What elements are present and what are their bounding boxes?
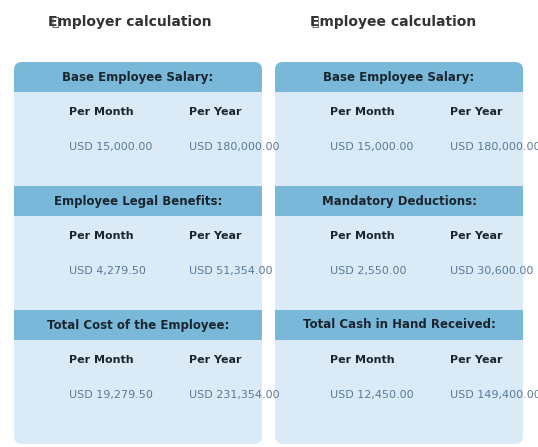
Text: Total Cost of the Employee:: Total Cost of the Employee: [47,319,229,332]
Text: Per Year: Per Year [189,231,242,241]
Text: USD 51,354.00: USD 51,354.00 [189,266,273,276]
Text: Base Employee Salary:: Base Employee Salary: [323,71,475,84]
Text: USD 2,550.00: USD 2,550.00 [330,266,407,276]
Text: Employer calculation: Employer calculation [48,15,212,29]
Text: Employee calculation: Employee calculation [310,15,476,29]
Text: USD 19,279.50: USD 19,279.50 [69,390,153,400]
Text: Per Year: Per Year [450,107,502,117]
Text: USD 149,400.00: USD 149,400.00 [450,390,538,400]
Text: USD 231,354.00: USD 231,354.00 [189,390,280,400]
Text: Per Month: Per Month [330,107,395,117]
Text: Total Cash in Hand Received:: Total Cash in Hand Received: [302,319,495,332]
Bar [14,84,262,92]
Text: Per Month: Per Month [69,107,133,117]
Text: Per Year: Per Year [189,107,242,117]
FancyBboxPatch shape [275,62,523,92]
Bar [14,186,262,216]
Text: 👤: 👤 [312,16,318,29]
Text: USD 180,000.00: USD 180,000.00 [189,142,280,152]
Text: Employee Legal Benefits:: Employee Legal Benefits: [54,194,222,207]
FancyBboxPatch shape [14,62,262,444]
Bar [275,84,523,92]
Text: Per Month: Per Month [330,231,395,241]
Bar [275,310,523,340]
Text: Mandatory Deductions:: Mandatory Deductions: [322,194,477,207]
FancyBboxPatch shape [14,62,262,92]
Text: Per Month: Per Month [69,355,133,365]
Text: USD 15,000.00: USD 15,000.00 [330,142,413,152]
Text: Base Employee Salary:: Base Employee Salary: [62,71,214,84]
Text: Per Year: Per Year [450,231,502,241]
Text: USD 180,000.00: USD 180,000.00 [450,142,538,152]
Text: USD 15,000.00: USD 15,000.00 [69,142,152,152]
Bar [14,310,262,340]
Bar [275,186,523,216]
FancyBboxPatch shape [275,62,523,444]
Text: USD 12,450.00: USD 12,450.00 [330,390,414,400]
Text: USD 30,600.00: USD 30,600.00 [450,266,533,276]
Text: Per Year: Per Year [189,355,242,365]
Text: USD 4,279.50: USD 4,279.50 [69,266,146,276]
Text: Per Year: Per Year [450,355,502,365]
Text: Per Month: Per Month [330,355,395,365]
Text: 🏢: 🏢 [51,16,59,29]
Text: Per Month: Per Month [69,231,133,241]
